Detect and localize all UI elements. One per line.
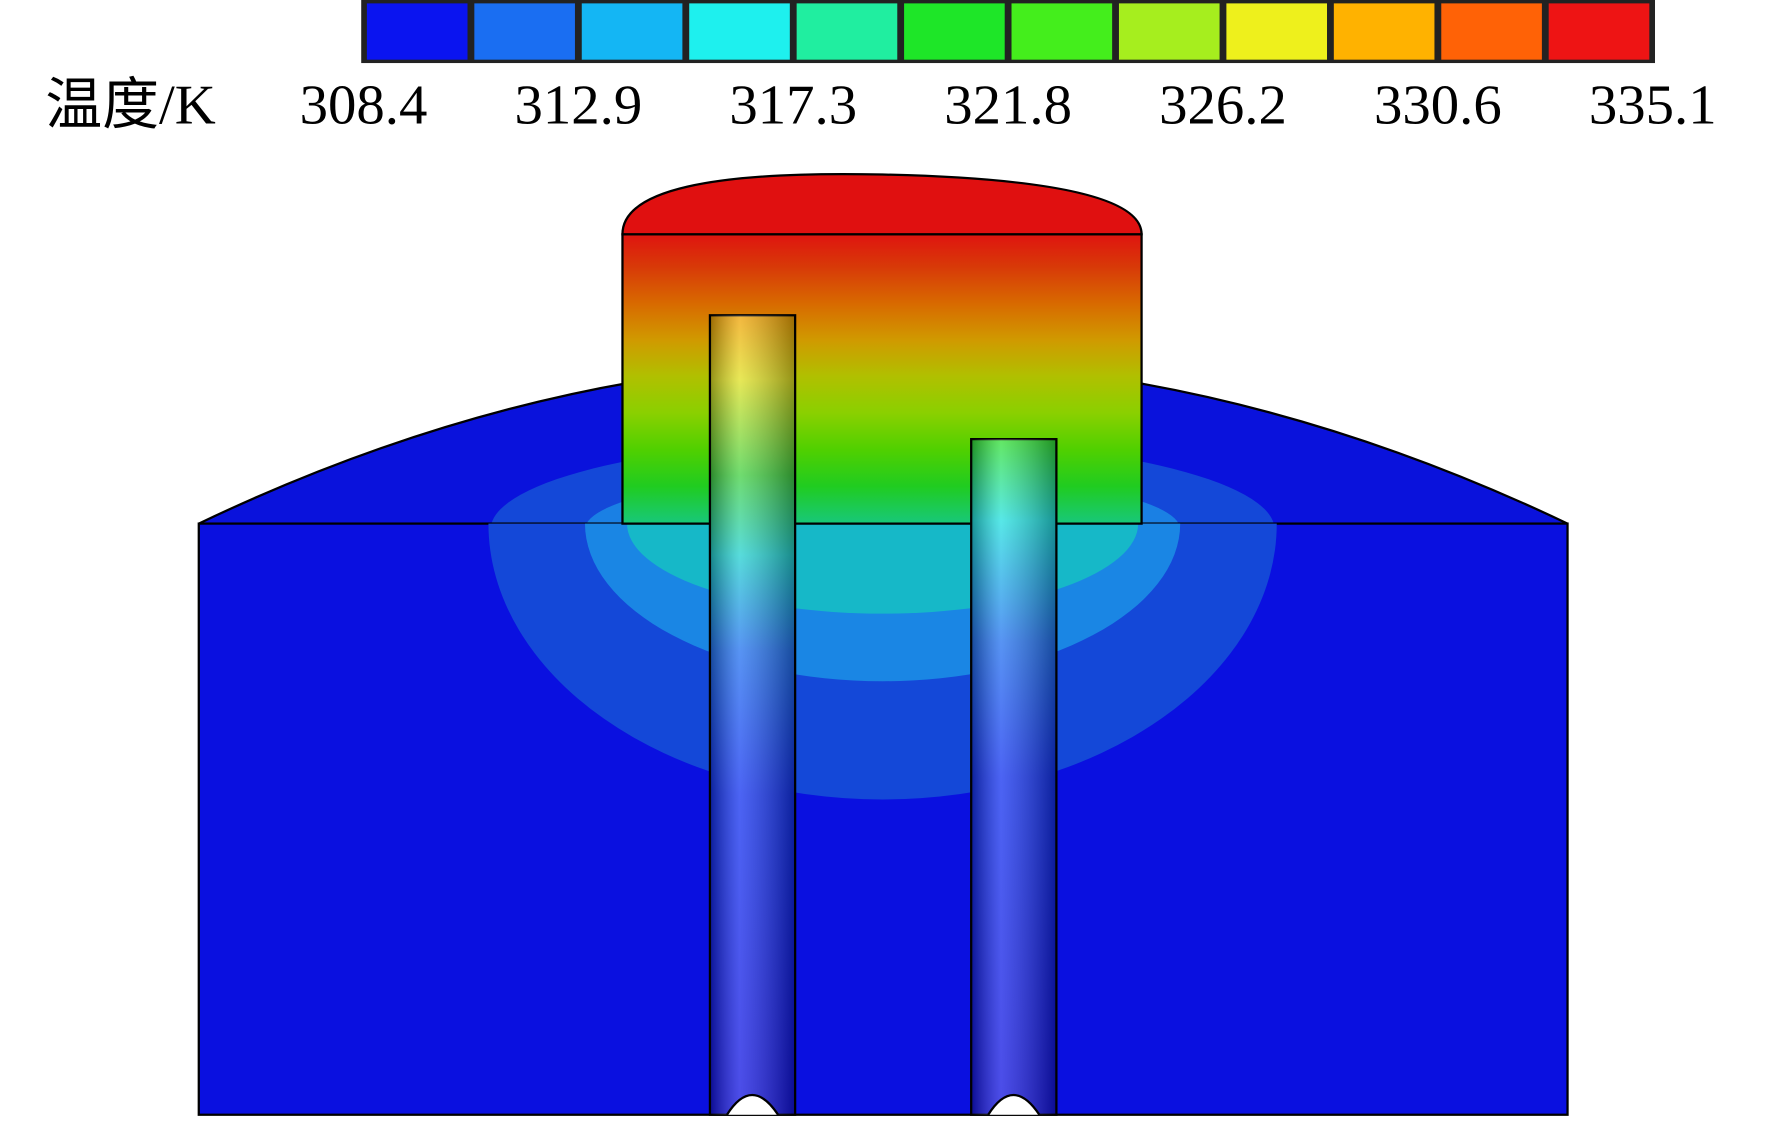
colorbar-cell (689, 3, 790, 60)
colorbar-cell (581, 3, 683, 60)
colorbar-cell (1548, 3, 1650, 60)
colorbar-tick-label: 330.6 (1374, 74, 1502, 136)
colorbar-cell (1441, 3, 1542, 60)
colorbar-cell (1011, 3, 1113, 60)
colorbar (361, 0, 1656, 64)
colorbar-tick-label: 321.8 (944, 74, 1072, 136)
model (197, 172, 1569, 1116)
colorbar-tick-label: 308.4 (300, 74, 428, 136)
colorbar-cell (1333, 3, 1435, 60)
colorbar-tick-label: 312.9 (514, 74, 642, 136)
colorbar-tick-label: 326.2 (1159, 74, 1287, 136)
colorbar-label: 温度/K (45, 74, 216, 136)
colorbar-cell (904, 3, 1005, 60)
colorbar-cell (1118, 3, 1220, 60)
colorbar-cell (474, 3, 575, 60)
colorbar-tick-label: 317.3 (729, 74, 857, 136)
colorbar-cell (366, 3, 468, 60)
colorbar-cell (1226, 3, 1328, 60)
colorbar-cell (796, 3, 898, 60)
colorbar-tick-label: 335.1 (1589, 74, 1717, 136)
colorbar-frame (361, 0, 1656, 64)
